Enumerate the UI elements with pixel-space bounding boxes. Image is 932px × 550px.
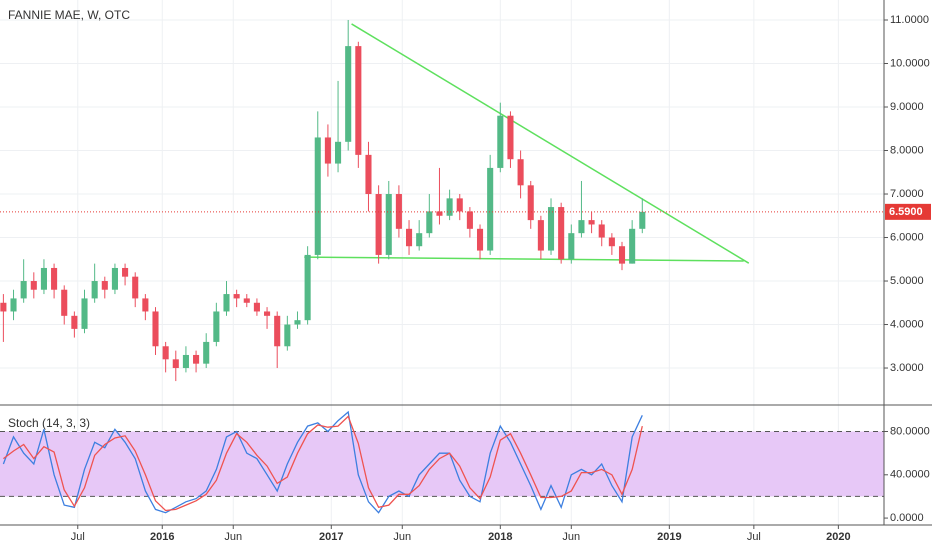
indicator-title: Stoch (14, 3, 3) — [8, 416, 90, 430]
candle-body — [111, 267, 118, 290]
trendline — [351, 23, 750, 264]
candle-body — [466, 211, 473, 229]
candle-body — [223, 294, 230, 312]
x-tick-label: 2018 — [488, 531, 512, 543]
x-tick-label: Jul — [747, 531, 761, 543]
candle-body — [284, 324, 291, 347]
candle-body — [304, 254, 311, 321]
candle-body — [162, 346, 169, 360]
stoch-line — [2, 410, 643, 514]
candle-body — [385, 194, 392, 255]
y-tick-label: 8.0000 — [890, 144, 924, 156]
candle-body — [182, 354, 189, 369]
candle-body — [588, 220, 595, 225]
candle-body — [405, 228, 413, 247]
x-tick-label: Jun — [393, 531, 411, 543]
candle-body — [395, 194, 402, 229]
candle-body — [497, 115, 504, 168]
x-tick-label: Jul — [71, 531, 85, 543]
candle-body — [527, 185, 534, 221]
y-tick-label: 40.0000 — [890, 469, 930, 481]
candle-body — [253, 302, 260, 312]
candle-body — [20, 281, 27, 299]
y-tick-label: 10.0000 — [890, 57, 930, 69]
candle-body — [243, 298, 250, 303]
x-tick-label: 2016 — [150, 531, 174, 543]
stoch-line — [3, 415, 643, 512]
y-tick-label: 11.0000 — [890, 14, 929, 26]
chart-title: FANNIE MAE, W, OTC — [8, 8, 130, 22]
price-label-box — [885, 203, 931, 220]
y-tick-label: 0.0000 — [890, 512, 924, 524]
x-tick-label: 2020 — [826, 531, 850, 543]
candle-body — [537, 220, 544, 251]
candle-body — [71, 315, 78, 329]
candle-body — [314, 137, 321, 255]
candle-body — [639, 211, 646, 229]
candle-body — [294, 320, 301, 325]
candle-body — [345, 46, 352, 142]
y-tick-label: 7.0000 — [890, 188, 924, 200]
candle-body — [172, 359, 179, 369]
band — [0, 431, 884, 497]
candle-body — [568, 233, 575, 260]
candle-body — [456, 198, 463, 212]
candle-body — [51, 267, 58, 290]
candle-body — [476, 228, 484, 251]
candle-body — [416, 233, 423, 247]
candle-body — [91, 281, 98, 299]
candle-body — [203, 341, 210, 364]
x-tick-label: Jun — [224, 531, 242, 543]
candle-body — [81, 298, 88, 329]
candle-body — [507, 115, 514, 160]
x-tick-label: Jun — [562, 531, 580, 543]
candle-body — [274, 315, 281, 347]
candle-body — [213, 311, 220, 342]
candle-body — [193, 354, 200, 364]
candle-body — [608, 237, 615, 247]
candle-body — [101, 281, 108, 290]
candle-body — [30, 281, 37, 290]
candle-body — [598, 224, 605, 238]
candle-body — [436, 211, 443, 216]
candle-body — [629, 228, 636, 264]
candle-body — [355, 46, 362, 155]
x-tick-label: 2019 — [657, 531, 681, 543]
candle-body — [0, 302, 7, 312]
candle-body — [142, 298, 149, 312]
candle-body — [122, 267, 129, 277]
y-tick-label: 5.0000 — [890, 275, 924, 287]
y-tick-label: 6.0000 — [890, 231, 924, 243]
candle-body — [375, 194, 382, 255]
candle-body — [10, 298, 17, 312]
candle-body — [152, 311, 159, 347]
candle-body — [487, 167, 494, 251]
y-tick-label: 3.0000 — [890, 362, 924, 374]
candle-body — [264, 311, 271, 316]
candle-body — [446, 198, 453, 216]
x-tick-label: 2017 — [319, 531, 343, 543]
candle-body — [578, 220, 585, 234]
candle-body — [517, 159, 524, 186]
y-tick-label: 80.0000 — [890, 425, 930, 437]
price-label: 6.5900 — [889, 206, 923, 218]
candle-body — [426, 211, 433, 234]
candle-body — [558, 207, 565, 260]
trendline — [304, 256, 744, 262]
candle-body — [233, 294, 240, 299]
candle-body — [618, 246, 626, 264]
candle-body — [547, 207, 555, 251]
y-tick-label: 9.0000 — [890, 101, 924, 113]
candle-body — [365, 154, 372, 195]
candle-body — [324, 137, 331, 164]
y-tick-label: 4.0000 — [890, 318, 924, 330]
candle-body — [40, 267, 47, 290]
candle-body — [335, 141, 342, 164]
candle-body — [132, 276, 139, 299]
candle-body — [61, 289, 68, 316]
